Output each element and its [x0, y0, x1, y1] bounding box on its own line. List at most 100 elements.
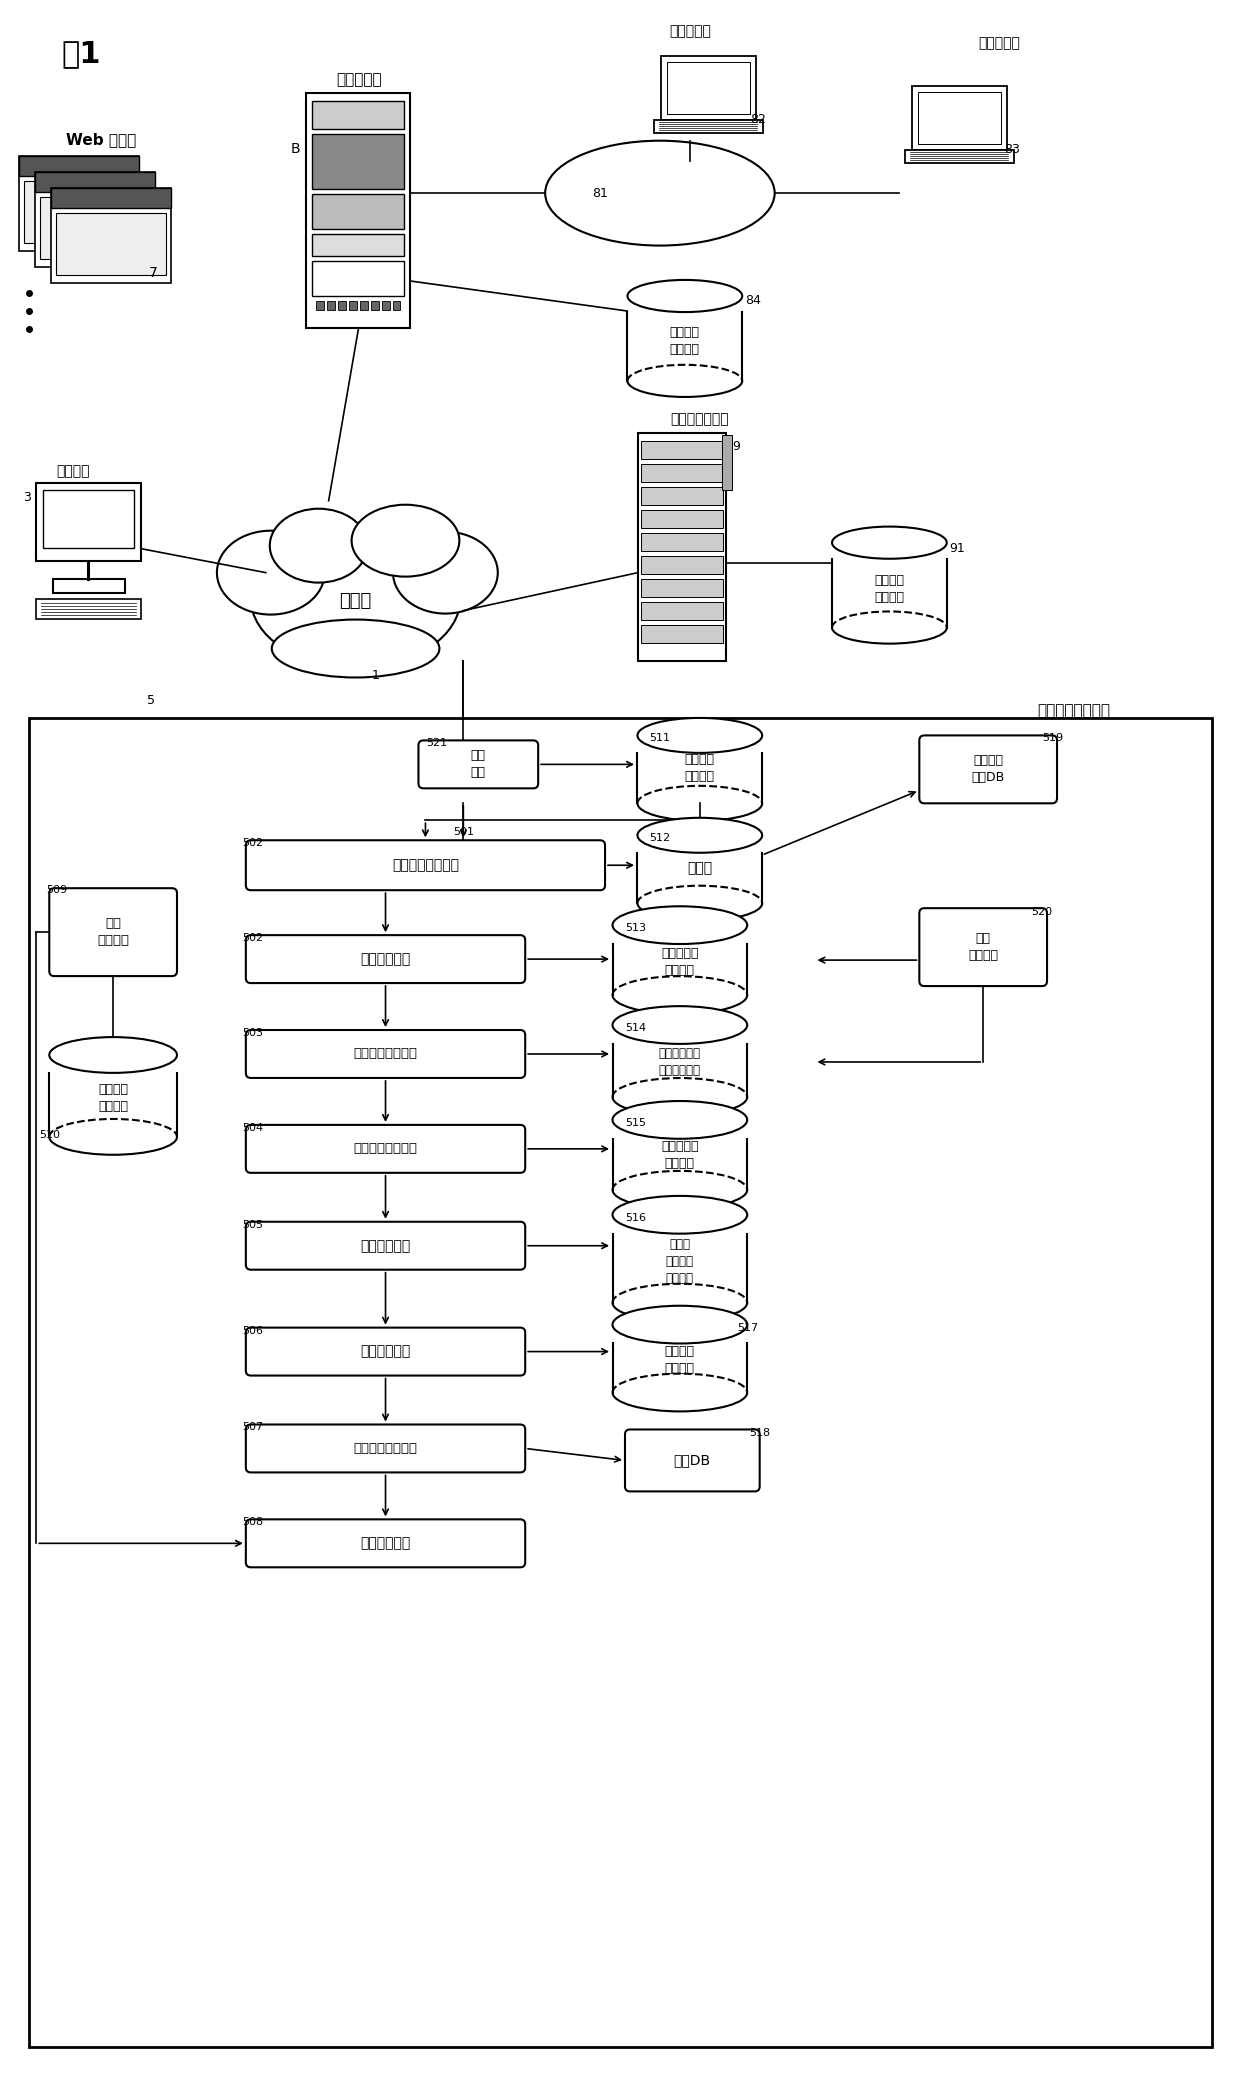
Text: 企业名词典
存储单元: 企业名词典 存储单元: [661, 1139, 698, 1170]
Ellipse shape: [613, 906, 748, 943]
Text: 506: 506: [242, 1326, 263, 1337]
Ellipse shape: [217, 531, 325, 614]
Text: 510: 510: [38, 1131, 60, 1139]
Text: 84: 84: [745, 294, 760, 308]
Bar: [56, 212, 166, 275]
Text: 检索站点服务器: 检索站点服务器: [671, 412, 729, 427]
FancyBboxPatch shape: [246, 935, 526, 983]
Bar: [832, 543, 947, 627]
Ellipse shape: [637, 818, 763, 854]
FancyBboxPatch shape: [246, 1424, 526, 1472]
Bar: [641, 464, 723, 481]
Bar: [35, 173, 155, 266]
Text: 出处搜索单元: 出处搜索单元: [361, 1345, 410, 1360]
Bar: [51, 187, 171, 208]
Ellipse shape: [613, 1195, 748, 1235]
Text: 502: 502: [242, 839, 263, 847]
Bar: [348, 302, 357, 310]
Text: B: B: [291, 142, 300, 156]
Text: 检索记录
存储单元: 检索记录 存储单元: [684, 754, 714, 783]
Text: 用户终端: 用户终端: [57, 464, 91, 477]
FancyBboxPatch shape: [919, 908, 1047, 987]
Text: 内容收集解析单元: 内容收集解析单元: [392, 858, 459, 872]
Bar: [641, 533, 723, 550]
Ellipse shape: [637, 718, 763, 754]
Text: 520: 520: [1032, 908, 1053, 918]
Bar: [905, 150, 1014, 162]
FancyBboxPatch shape: [246, 1222, 526, 1270]
Bar: [306, 94, 410, 329]
Ellipse shape: [627, 279, 743, 312]
Text: 用户
接口单元: 用户 接口单元: [97, 918, 129, 947]
Bar: [41, 198, 150, 258]
Text: 链接拓扑
结构DB: 链接拓扑 结构DB: [972, 754, 1004, 785]
Ellipse shape: [832, 527, 947, 558]
Text: 信息收集解析系统: 信息收集解析系统: [1038, 704, 1111, 718]
Text: 网页分类单元: 网页分类单元: [361, 951, 410, 966]
Bar: [311, 233, 404, 256]
Bar: [637, 433, 725, 660]
Text: 515: 515: [625, 1118, 646, 1128]
Text: 5: 5: [148, 693, 155, 708]
Bar: [653, 121, 763, 133]
Ellipse shape: [613, 1006, 748, 1043]
Bar: [337, 302, 346, 310]
Bar: [722, 435, 732, 489]
Bar: [25, 181, 134, 244]
Ellipse shape: [546, 142, 775, 246]
Text: 图1: 图1: [62, 40, 100, 69]
Bar: [36, 600, 141, 618]
Text: 509: 509: [46, 885, 67, 895]
Bar: [311, 194, 404, 229]
Text: 9: 9: [733, 439, 740, 454]
Text: 505: 505: [242, 1220, 263, 1230]
Bar: [51, 187, 171, 283]
FancyBboxPatch shape: [919, 735, 1056, 804]
Text: 公司内终端: 公司内终端: [668, 25, 711, 37]
Bar: [641, 510, 723, 527]
Bar: [20, 156, 139, 177]
Ellipse shape: [50, 1037, 177, 1072]
Text: 检索
单元: 检索 单元: [471, 750, 486, 779]
Text: 统计处理单元: 统计处理单元: [361, 1537, 410, 1551]
Text: 业务种类用语
词典存储单元: 业务种类用语 词典存储单元: [658, 1047, 701, 1076]
Text: 519: 519: [1043, 733, 1064, 743]
Text: 502: 502: [242, 933, 263, 943]
Bar: [316, 302, 324, 310]
Bar: [30, 718, 1211, 2047]
Text: 513: 513: [625, 922, 646, 933]
Text: 516: 516: [625, 1212, 646, 1222]
Text: 词典
生成单元: 词典 生成单元: [968, 933, 998, 962]
FancyBboxPatch shape: [246, 1520, 526, 1568]
Text: 档案库: 档案库: [687, 862, 713, 874]
Bar: [50, 1056, 177, 1137]
FancyBboxPatch shape: [50, 889, 177, 976]
Bar: [371, 302, 378, 310]
FancyBboxPatch shape: [246, 841, 605, 891]
Ellipse shape: [613, 1101, 748, 1139]
Bar: [661, 56, 755, 121]
Text: 公司内终端: 公司内终端: [978, 35, 1021, 50]
Text: 检索记录
存储单元: 检索记录 存储单元: [874, 575, 904, 604]
Ellipse shape: [613, 1305, 748, 1343]
FancyBboxPatch shape: [246, 1031, 526, 1078]
Text: 507: 507: [242, 1422, 263, 1432]
Bar: [53, 579, 125, 593]
Bar: [613, 1324, 748, 1393]
Bar: [627, 296, 743, 381]
FancyBboxPatch shape: [246, 1124, 526, 1172]
Bar: [613, 1120, 748, 1189]
Bar: [637, 735, 763, 804]
Text: 规则设置
存储单元: 规则设置 存储单元: [665, 1345, 694, 1374]
Text: 517: 517: [737, 1322, 759, 1332]
Bar: [36, 483, 141, 560]
Bar: [311, 133, 404, 189]
Text: 因特网: 因特网: [340, 591, 372, 610]
Text: 512: 512: [650, 833, 671, 843]
Bar: [382, 302, 389, 310]
Text: 公告板要素
存储单元: 公告板要素 存储单元: [661, 947, 698, 976]
Ellipse shape: [393, 531, 497, 614]
Text: 发言线索分析单元: 发言线索分析单元: [353, 1443, 418, 1455]
Bar: [326, 302, 335, 310]
Text: 501: 501: [453, 827, 474, 837]
